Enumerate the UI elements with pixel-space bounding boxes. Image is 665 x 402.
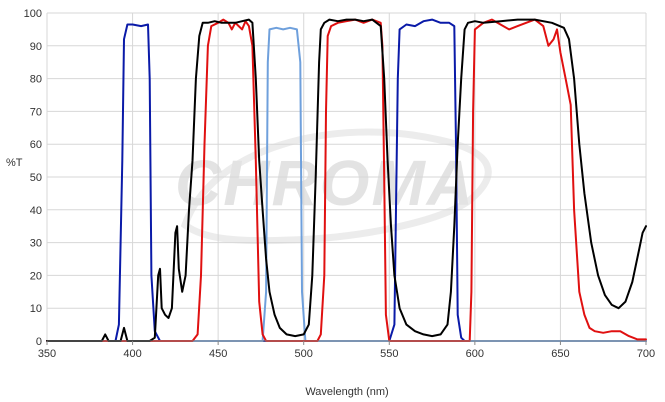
x-tick-label: 350 xyxy=(38,348,56,360)
series-line-2 xyxy=(46,26,647,342)
y-tick-label: 0 xyxy=(36,336,42,348)
grid xyxy=(46,12,647,342)
x-tick-label: 500 xyxy=(295,348,313,360)
x-tick-label: 400 xyxy=(123,348,141,360)
plot-area xyxy=(46,18,647,342)
y-tick-label: 100 xyxy=(24,8,42,20)
x-tick-label: 700 xyxy=(637,348,655,360)
y-tick-label: 70 xyxy=(30,106,42,118)
chroma-watermark: CHROMA xyxy=(175,128,492,245)
y-tick-label: 40 xyxy=(30,205,42,217)
x-tick-label: 650 xyxy=(551,348,569,360)
watermark-text: CHROMA xyxy=(175,147,475,219)
y-tick-label: 60 xyxy=(30,139,42,151)
y-tick-label: 80 xyxy=(30,74,42,86)
series-line-4 xyxy=(46,18,647,342)
y-tick-label: 90 xyxy=(30,41,42,53)
y-tick-label: 20 xyxy=(30,270,42,282)
y-axis-title: %T xyxy=(6,157,23,169)
y-tick-label: 50 xyxy=(30,172,42,184)
series-line-1 xyxy=(46,18,647,342)
x-tick-label: 450 xyxy=(209,348,227,360)
axes: 0 10 20 30 40 50 60 70 80 90 100 350 400 450 500 550 600… xyxy=(24,8,656,360)
y-tick-label: 30 xyxy=(30,238,42,250)
x-tick-label: 600 xyxy=(466,348,484,360)
y-tick-label: 10 xyxy=(30,303,42,315)
x-tick-label: 550 xyxy=(380,348,398,360)
x-axis-title: Wavelength (nm) xyxy=(305,386,388,398)
